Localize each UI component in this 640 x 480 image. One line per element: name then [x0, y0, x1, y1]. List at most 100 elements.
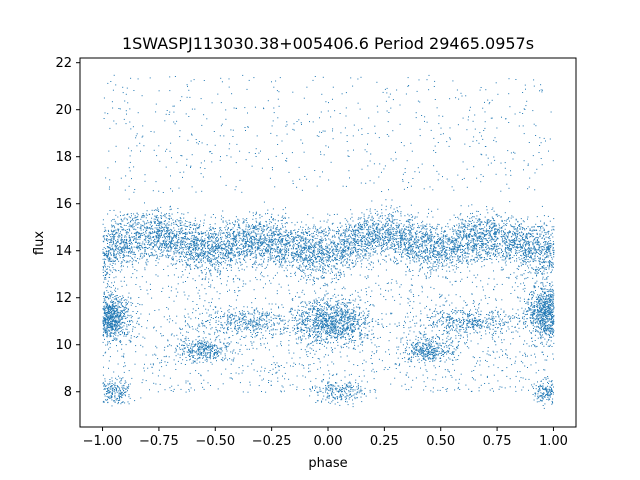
data-point [149, 224, 151, 226]
data-point [312, 245, 314, 247]
data-point [541, 261, 543, 263]
data-point [399, 235, 401, 237]
data-point [364, 249, 366, 251]
data-point [532, 259, 534, 261]
data-point [546, 277, 548, 279]
data-point [105, 254, 107, 256]
data-point [164, 213, 166, 215]
data-point [321, 255, 323, 257]
data-point [140, 224, 142, 226]
data-point [407, 255, 409, 257]
data-point [497, 243, 498, 245]
data-point [397, 251, 399, 253]
data-point [323, 254, 325, 255]
data-point [377, 240, 379, 242]
data-point [326, 254, 328, 256]
data-point [195, 253, 196, 255]
data-point [133, 226, 135, 228]
data-point [120, 252, 122, 254]
data-point [273, 231, 275, 233]
data-point [436, 242, 438, 244]
data-point [547, 215, 549, 217]
data-point [443, 242, 445, 244]
data-point [502, 256, 504, 258]
data-point [520, 262, 522, 264]
data-point [194, 236, 196, 238]
data-point [213, 228, 215, 230]
data-point [368, 232, 370, 233]
data-point [408, 247, 410, 249]
data-point [540, 220, 542, 222]
data-point [210, 233, 212, 234]
data-point [469, 235, 471, 237]
data-point [122, 220, 124, 222]
data-point [113, 209, 115, 211]
data-point [320, 239, 322, 240]
data-point [321, 250, 323, 252]
data-point [484, 216, 486, 218]
data-point [107, 259, 109, 261]
data-point [164, 237, 166, 239]
data-point [396, 263, 398, 265]
data-point [286, 241, 288, 243]
data-point [283, 248, 285, 250]
data-point [455, 241, 457, 243]
data-point [512, 244, 514, 246]
data-point [132, 258, 133, 260]
data-point [219, 270, 221, 272]
data-point [252, 218, 254, 220]
data-point [308, 241, 310, 243]
data-point [332, 254, 334, 256]
data-point [401, 239, 403, 241]
data-point [437, 234, 439, 236]
data-point [514, 241, 516, 243]
data-point [502, 255, 503, 256]
data-point [547, 246, 549, 248]
data-point [129, 247, 131, 249]
data-point [419, 249, 421, 251]
data-point [552, 262, 554, 264]
data-point [230, 249, 232, 251]
data-point [247, 240, 249, 242]
data-point [282, 248, 284, 250]
data-point [364, 220, 366, 222]
data-point [436, 233, 438, 235]
data-point [200, 261, 202, 263]
data-point [349, 242, 351, 244]
data-point [117, 229, 119, 231]
data-point [171, 238, 173, 239]
data-point [268, 243, 270, 245]
data-point [188, 272, 190, 274]
data-point [258, 233, 260, 235]
data-point [412, 243, 413, 245]
data-point [334, 265, 336, 267]
data-point [509, 258, 511, 260]
data-point [359, 245, 361, 247]
data-point [114, 235, 116, 237]
data-point [252, 215, 254, 217]
data-point [459, 245, 461, 247]
data-point [157, 232, 158, 234]
data-point [284, 246, 286, 248]
data-point [370, 233, 372, 235]
data-point [506, 223, 508, 224]
data-point [368, 248, 370, 250]
data-point [265, 221, 267, 223]
data-point [107, 213, 109, 215]
data-point [277, 249, 279, 251]
data-point [199, 252, 201, 254]
data-point [528, 261, 530, 263]
data-point [371, 237, 373, 239]
data-point [110, 229, 112, 231]
data-point [306, 243, 308, 245]
data-point [340, 259, 342, 261]
data-point [303, 261, 305, 263]
data-point [336, 248, 338, 250]
data-point [139, 245, 141, 246]
data-point [416, 255, 418, 257]
data-point [375, 212, 376, 214]
data-point [196, 236, 198, 238]
data-point [172, 258, 173, 260]
data-point [364, 219, 366, 221]
data-point [218, 247, 220, 249]
